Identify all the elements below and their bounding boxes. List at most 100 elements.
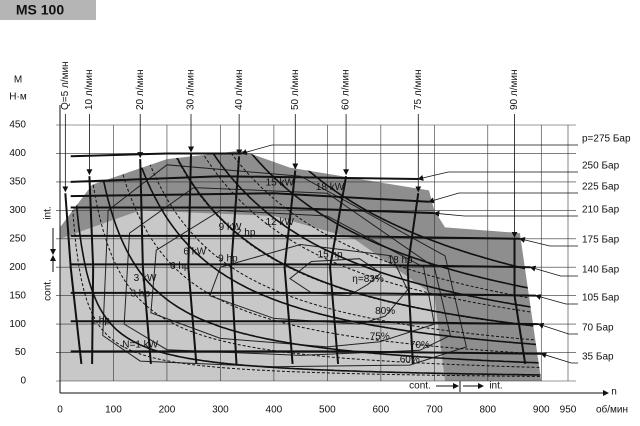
power-hp-label: 18 hp [388, 255, 413, 266]
flow-label: Q=5 л/мин [60, 61, 71, 110]
flow-line [64, 193, 83, 365]
power-curve [62, 150, 542, 365]
efficiency-curve [102, 164, 467, 368]
x-label: n [611, 387, 617, 398]
power-curve [62, 150, 542, 377]
efficiency-label: η=83% [352, 274, 384, 285]
power-curve [62, 150, 542, 318]
power-hp-label: 12 hp [230, 228, 255, 239]
flow-line [187, 153, 198, 365]
power-curve [62, 150, 542, 314]
pressure-label: 225 Бар [582, 182, 620, 193]
pressure-label: p=275 Бар [582, 134, 631, 145]
pressure-label: 250 Бар [582, 161, 620, 172]
pressure-line [70, 206, 435, 215]
flow-label: 10 л/мин [84, 70, 95, 110]
efficiency-label: 70% [410, 340, 430, 351]
pressure-line [70, 152, 242, 158]
int-label: int. [43, 206, 54, 219]
power-kw-label: 6 kW [183, 246, 206, 257]
y-tick-label: 300 [9, 205, 26, 216]
power-curve [62, 150, 542, 331]
pressure-leader [417, 171, 578, 181]
y-tick-label: 450 [9, 120, 26, 131]
y-tick-label: 200 [9, 262, 26, 273]
power-hp-label: 3 hp [130, 289, 150, 300]
cont-label: cont. [43, 279, 54, 301]
pressure-line [70, 175, 419, 183]
power-curve [62, 150, 542, 296]
pressure-label: 140 Бар [582, 265, 620, 276]
x-tick-label: 600 [372, 405, 389, 416]
x-tick-label: 200 [159, 405, 176, 416]
flow-label: 40 л/мин [234, 70, 245, 111]
pressure-leader [529, 265, 578, 277]
power-curve [62, 150, 542, 378]
y-tick-label: 350 [9, 177, 26, 188]
pressure-line [70, 234, 520, 240]
title-tab [0, 0, 96, 20]
x-tick-label: 900 [533, 405, 550, 416]
x-tick-label: 700 [426, 405, 443, 416]
x-unit: об/мин [596, 404, 628, 416]
pressure-leader [433, 210, 578, 217]
power-kw-label: N=1 kW [122, 339, 158, 350]
x-tick-label: 100 [105, 405, 122, 416]
y-unit: Н·м [9, 92, 27, 103]
pressure-line [70, 291, 536, 297]
power-kw-label: 9 kW [219, 222, 242, 233]
flow-label: 30 л/мин [186, 70, 197, 111]
power-kw-label: 18 kW [316, 182, 345, 193]
flow-line [329, 176, 348, 365]
y-label: M [14, 75, 22, 86]
power-curve [62, 150, 542, 279]
power-kw-label: 3 kW [134, 273, 157, 284]
pressure-label: 210 Бар [582, 205, 620, 216]
y-tick-label: 250 [9, 233, 26, 244]
y-tick-label: 150 [9, 290, 26, 301]
pressure-leader [540, 352, 578, 364]
power-curve [62, 150, 542, 348]
pressure-label: 35 Бар [582, 352, 614, 363]
pressure-line [70, 192, 430, 203]
pressure-label: 70 Бар [582, 323, 614, 334]
flow-label: 75 л/мин [413, 70, 424, 111]
pressure-line [70, 263, 531, 269]
x-tick-label: 950 [560, 405, 577, 416]
pressure-leader [518, 237, 578, 247]
pressure-leader [428, 192, 578, 204]
pressure-leader [240, 144, 578, 155]
efficiency-label: 75% [370, 331, 390, 342]
y-tick-label: 100 [9, 319, 26, 330]
flow-label: 20 л/мин [135, 70, 146, 111]
cont-bottom-label: cont. [409, 381, 431, 392]
flow-label: 60 л/мин [341, 70, 352, 111]
flow-label: 50 л/мин [290, 70, 301, 111]
flow-line [283, 170, 297, 365]
pressure-label: 175 Бар [582, 235, 620, 246]
y-tick-label: 400 [9, 148, 26, 159]
pressure-line [70, 320, 539, 326]
x-tick-label: 300 [212, 405, 229, 416]
int-bottom-label: int. [489, 381, 502, 392]
chart-title: MS 100 [16, 2, 64, 18]
power-kw-label: 15 kW [266, 177, 295, 188]
y-tick-label: 50 [15, 347, 27, 358]
x-tick-label: 500 [319, 405, 336, 416]
y-tick-label: 0 [20, 376, 26, 387]
pressure-leader [534, 294, 578, 305]
x-tick-label: 400 [266, 405, 283, 416]
power-kw-label: 12 kW [266, 217, 295, 228]
flow-label: 90 л/мин [509, 70, 520, 111]
pressure-leader [537, 322, 578, 335]
efficiency-label: 80% [375, 306, 395, 317]
flow-line [406, 193, 420, 364]
power-hp-label: 9 hp [218, 254, 238, 265]
x-tick-label: 0 [57, 405, 63, 416]
x-tick-label: 800 [479, 405, 496, 416]
power-curve [62, 150, 542, 356]
efficiency-label: 60% [400, 355, 420, 366]
power-hp-label: 6 hp [170, 261, 190, 272]
pressure-line [70, 350, 542, 355]
